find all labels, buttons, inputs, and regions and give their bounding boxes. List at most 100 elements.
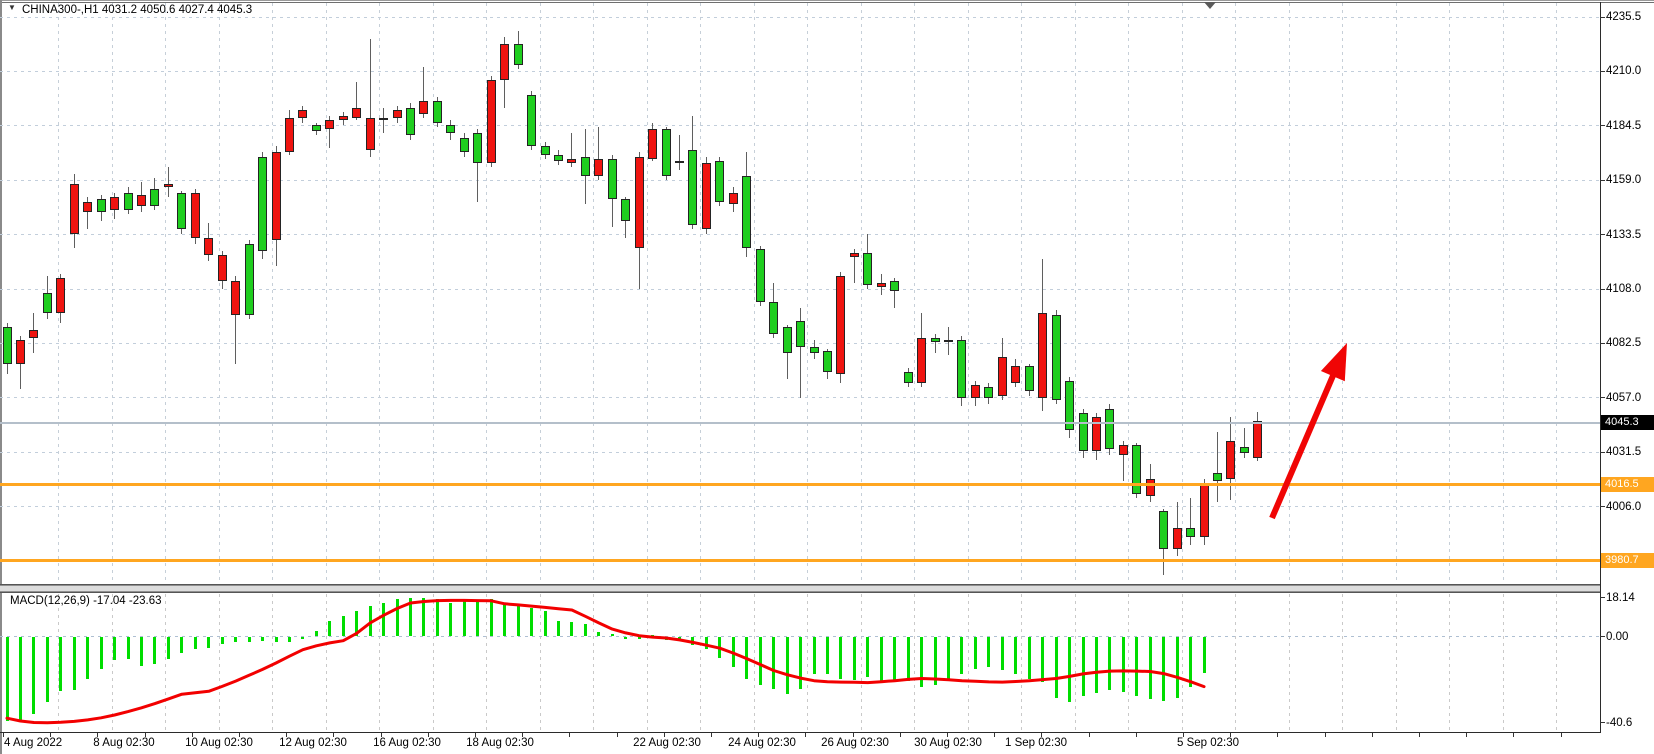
price-tick xyxy=(1600,506,1605,507)
v-gridline xyxy=(1503,3,1504,584)
time-tick xyxy=(1136,733,1137,737)
candle-wick xyxy=(329,116,331,149)
time-tick xyxy=(1372,733,1373,737)
time-tick xyxy=(664,733,665,737)
candle-bull xyxy=(177,193,187,230)
time-tick xyxy=(381,733,382,737)
v-gridline-macd xyxy=(1396,594,1397,731)
macd-tick xyxy=(1600,636,1605,637)
v-gridline-macd xyxy=(1342,594,1343,731)
support-line-lower[interactable] xyxy=(0,559,1600,563)
time-tick xyxy=(853,733,854,737)
date-label: 12 Aug 02:30 xyxy=(279,737,347,749)
h-gridline xyxy=(0,71,1600,72)
price-tick xyxy=(1600,125,1605,126)
support-upper-tag: 4016.5 xyxy=(1601,476,1654,492)
h-gridline xyxy=(0,180,1600,181)
v-gridline-macd xyxy=(1503,594,1504,731)
candle-wick xyxy=(1190,498,1192,546)
time-tick xyxy=(805,733,806,737)
candle-bull xyxy=(715,161,725,202)
candle-wick xyxy=(1122,440,1124,482)
time-tick xyxy=(286,733,287,737)
price-label: 4057.0 xyxy=(1606,391,1642,404)
candle-wick xyxy=(853,248,855,283)
v-gridline xyxy=(861,3,862,584)
macd-axis-label: 0.00 xyxy=(1606,630,1629,643)
candle-bull xyxy=(1213,472,1222,482)
candle-bear xyxy=(338,116,348,121)
time-tick xyxy=(617,733,618,737)
panel-splitter[interactable] xyxy=(0,585,1601,592)
time-tick xyxy=(1089,733,1090,737)
candle-bull xyxy=(96,199,106,213)
candle-bull xyxy=(607,158,617,200)
candle-wick xyxy=(800,308,802,398)
candle-bear xyxy=(876,282,886,287)
h-gridline xyxy=(0,234,1600,235)
candle-wick xyxy=(894,278,896,309)
v-gridline xyxy=(647,3,648,584)
price-label: 4082.5 xyxy=(1606,337,1642,350)
candle-bear xyxy=(1118,444,1128,456)
candle-bull xyxy=(446,124,456,134)
candle-bear xyxy=(419,101,429,115)
candle-bull xyxy=(822,350,832,373)
candle-bull xyxy=(1024,365,1034,392)
v-gridline xyxy=(968,3,969,584)
v-gridline xyxy=(1021,3,1022,584)
candle-bull xyxy=(957,340,967,398)
x-axis-line xyxy=(0,732,1601,733)
price-label: 4210.0 xyxy=(1606,65,1642,78)
time-tick xyxy=(1183,733,1184,737)
candle-bull xyxy=(809,346,819,354)
candle-bull xyxy=(1132,444,1142,494)
symbol-dropdown-icon[interactable]: ▼ xyxy=(8,3,16,12)
price-label: 4133.5 xyxy=(1606,228,1642,241)
candle-bear xyxy=(29,329,39,339)
support-line-upper[interactable] xyxy=(0,482,1600,486)
date-label: 24 Aug 02:30 xyxy=(728,737,796,749)
candle-bull xyxy=(661,129,671,176)
price-tick xyxy=(1600,289,1605,290)
candle-wick xyxy=(679,135,680,170)
v-gridline xyxy=(112,3,113,584)
candle-bear xyxy=(728,193,738,204)
v-gridline xyxy=(1182,3,1183,584)
candle-bear xyxy=(594,158,604,176)
macd-axis-label: -40.6 xyxy=(1606,716,1633,729)
candle-bull xyxy=(2,327,12,364)
candle-bull xyxy=(863,252,873,285)
v-gridline xyxy=(433,3,434,584)
candle-wick xyxy=(1243,427,1245,458)
v-gridline xyxy=(326,3,327,584)
price-tick xyxy=(1600,234,1605,235)
candle-bear xyxy=(83,201,93,213)
candle-wick xyxy=(383,107,385,134)
price-label: 4031.5 xyxy=(1606,446,1642,459)
date-label: 26 Aug 02:30 xyxy=(821,737,889,749)
candle-bull xyxy=(527,94,537,147)
v-gridline xyxy=(486,3,487,584)
candle-wick xyxy=(477,129,479,202)
candle-bear xyxy=(325,120,335,130)
candle-bull xyxy=(150,188,160,206)
price-tick xyxy=(1600,452,1605,453)
candle-bull xyxy=(755,248,765,302)
candle-wick xyxy=(423,67,425,119)
candle-bear xyxy=(352,107,362,119)
candle-bull xyxy=(890,280,900,292)
v-gridline-macd xyxy=(1289,594,1290,731)
candle-bull xyxy=(769,301,779,334)
candle-bull xyxy=(1186,528,1196,537)
candle-bull xyxy=(258,156,268,251)
date-label: 22 Aug 02:30 xyxy=(633,737,701,749)
candle-bull xyxy=(675,161,684,164)
time-tick xyxy=(50,733,51,737)
main-panel-bottom-border xyxy=(0,584,1601,585)
support-lower-tag: 3980.7 xyxy=(1601,553,1654,569)
candle-bear xyxy=(1038,312,1048,398)
candle-bull xyxy=(1051,314,1061,400)
chart-shift-icon[interactable] xyxy=(1204,2,1216,9)
